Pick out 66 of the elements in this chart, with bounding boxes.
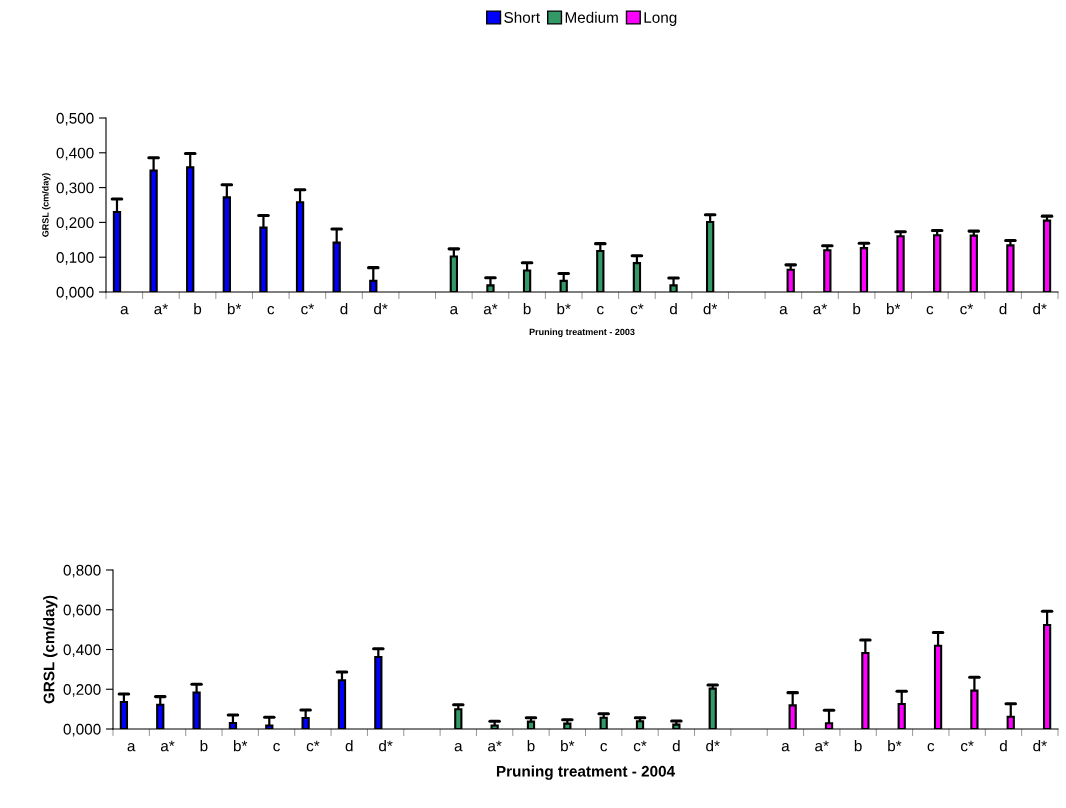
x-axis-title: Pruning treatment - 2003: [529, 328, 635, 337]
y-tick-label: 0,400: [56, 147, 94, 161]
y-tick-label: 0,000: [63, 723, 101, 737]
x-tick-label: d: [345, 740, 353, 752]
y-tick-label: 0,100: [56, 252, 94, 265]
x-tick-label: a*: [483, 303, 498, 315]
x-tick-label: a: [781, 742, 790, 752]
x-tick-label: d*: [1033, 740, 1047, 752]
x-tick-label: c*: [630, 303, 644, 315]
x-tick-label: a*: [815, 740, 829, 752]
x-tick-label: d: [340, 303, 348, 315]
x-tick-label: d: [999, 303, 1007, 315]
x-tick-label: c: [927, 742, 935, 752]
x-tick-label: b*: [561, 740, 575, 752]
x-tick-label: b*: [227, 303, 242, 315]
x-tick-label: b: [853, 303, 861, 315]
legend-label: Medium: [565, 11, 618, 23]
y-tick-label: 0,800: [63, 564, 101, 578]
x-tick-label: d: [672, 740, 680, 752]
x-tick-label: c*: [633, 740, 647, 752]
x-tick-label: b*: [557, 303, 571, 315]
x-tick-label: b: [854, 740, 862, 752]
x-tick-label: c*: [306, 740, 320, 752]
x-tick-label: a*: [160, 740, 175, 752]
y-axis-title: GRSL (cm/day): [42, 173, 51, 237]
x-tick-label: c: [597, 305, 604, 315]
legend-label: Short: [504, 11, 540, 23]
y-tick-label: 0,600: [63, 604, 101, 618]
x-tick-label: d*: [374, 303, 388, 315]
x-tick-label: b*: [888, 740, 902, 752]
x-tick-label: d: [999, 740, 1007, 752]
x-tick-label: a*: [813, 303, 827, 315]
x-tick-label: c: [926, 305, 934, 315]
y-tick-label: 0,400: [63, 644, 101, 657]
x-tick-label: b: [527, 740, 535, 752]
x-tick-label: c: [600, 742, 608, 752]
x-tick-label: c: [267, 305, 275, 315]
legend-label: Long: [644, 12, 677, 26]
y-tick-label: 0,300: [56, 182, 94, 196]
x-tick-label: c*: [960, 303, 974, 315]
x-tick-label: a: [779, 305, 788, 315]
x-tick-label: c*: [960, 740, 974, 752]
x-tick-label: b: [200, 740, 208, 752]
x-tick-label: b*: [887, 303, 901, 315]
x-tick-label: a*: [488, 740, 502, 752]
x-tick-label: d*: [379, 740, 393, 752]
x-axis-title: Pruning treatment - 2004: [496, 765, 675, 780]
x-tick-label: d: [669, 303, 677, 315]
x-tick-label: b: [523, 303, 531, 315]
x-tick-label: c*: [301, 303, 314, 315]
x-tick-label: d*: [1033, 303, 1047, 315]
y-tick-label: 0,000: [56, 286, 94, 300]
x-tick-label: b*: [233, 740, 248, 752]
x-tick-label: a: [120, 305, 129, 315]
x-tick-label: a*: [154, 303, 168, 315]
x-tick-label: c: [273, 742, 280, 752]
y-tick-label: 0,200: [63, 684, 101, 697]
x-tick-label: b: [194, 303, 202, 315]
x-tick-label: d*: [703, 303, 718, 315]
x-tick-label: a: [454, 742, 463, 752]
y-axis-title: GRSL (cm/day): [43, 595, 58, 704]
x-tick-label: a: [127, 742, 136, 752]
x-tick-label: a: [450, 305, 459, 315]
y-tick-label: 0,500: [56, 112, 94, 126]
y-tick-label: 0,200: [56, 217, 94, 230]
x-tick-label: d*: [706, 740, 720, 752]
